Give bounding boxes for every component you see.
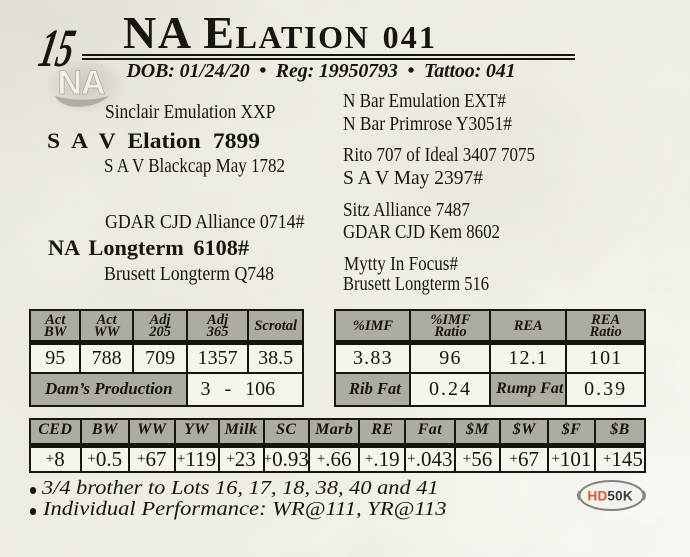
svg-text:HD50K: HD50K [588, 489, 633, 504]
svg-text:NA: NA [58, 64, 106, 102]
